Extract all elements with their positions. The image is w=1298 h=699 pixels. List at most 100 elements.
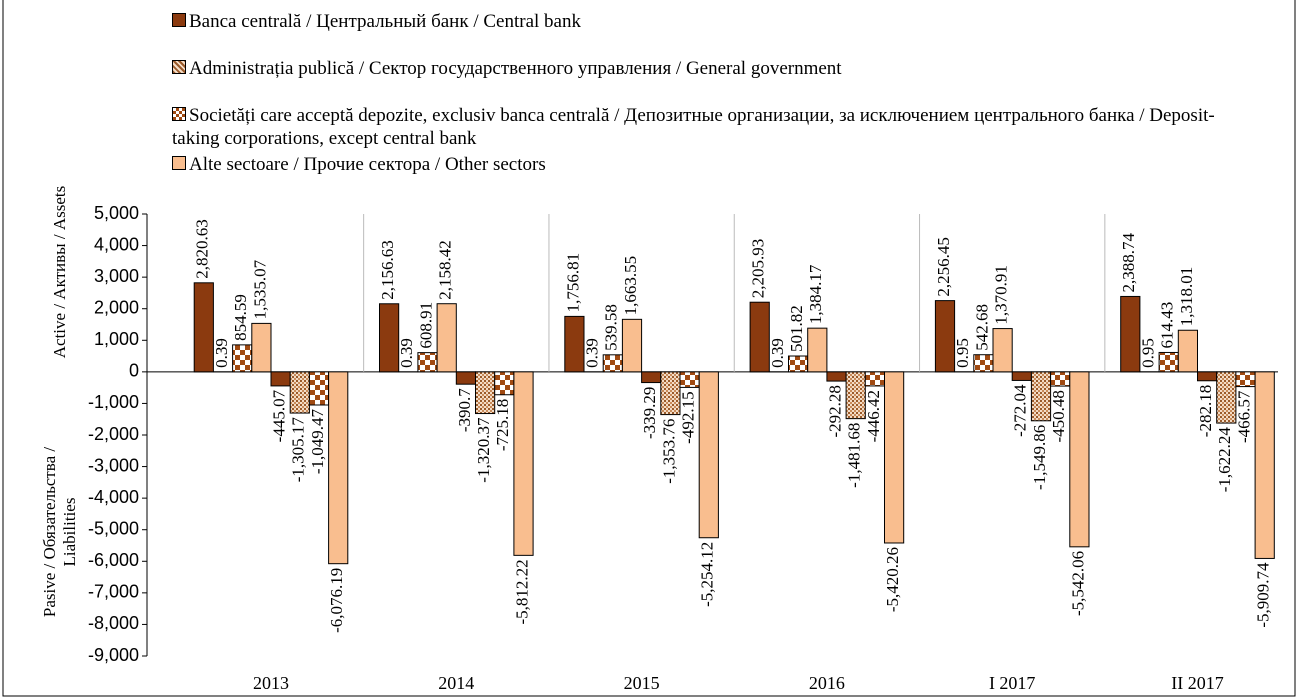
- legend-swatch: [172, 60, 186, 74]
- bar: [621, 318, 643, 373]
- bar: [660, 371, 681, 416]
- data-label: 1,370.91: [992, 265, 1011, 325]
- data-label: -466.57: [1234, 390, 1253, 443]
- data-label: 854.59: [231, 294, 250, 341]
- bar: [270, 371, 291, 387]
- legend-swatch: [172, 107, 186, 121]
- data-label: -6,076.19: [327, 568, 346, 633]
- bar: [992, 328, 1013, 373]
- x-tick-label: 2016: [809, 673, 845, 693]
- bar: [602, 354, 623, 373]
- x-tick-label: II 2017: [1171, 673, 1224, 693]
- data-label: 2,158.42: [436, 240, 455, 300]
- x-tick-label: I 2017: [989, 673, 1036, 693]
- data-label: 614.43: [1158, 302, 1177, 349]
- y-tick-label: -1,000: [88, 392, 139, 412]
- bar: [564, 315, 585, 373]
- bar: [513, 371, 534, 556]
- data-label: 0.39: [397, 338, 416, 368]
- y-tick-label: -6,000: [88, 550, 139, 570]
- data-label: 2,256.45: [934, 237, 953, 297]
- data-label: -1,320.37: [474, 417, 493, 483]
- bar: [679, 371, 700, 388]
- data-label: 2,205.93: [749, 239, 768, 299]
- x-tick-label: 2014: [438, 673, 474, 693]
- y-tick-label: 5,000: [94, 203, 139, 223]
- data-label: 1,318.01: [1177, 267, 1196, 327]
- y-tick-label: -7,000: [88, 582, 139, 602]
- y-axis-title-top: Active / Активы / Assets: [50, 185, 69, 359]
- data-label: -1,049.47: [308, 409, 327, 475]
- data-label: -272.04: [1011, 384, 1030, 437]
- data-label: -445.07: [270, 389, 289, 442]
- data-label: -1,549.86: [1030, 425, 1049, 490]
- data-label: -725.18: [493, 399, 512, 451]
- data-label: -446.42: [864, 390, 883, 442]
- legend-item: Administrația publică / Сектор государст…: [172, 57, 1252, 80]
- legend-item: Banca centrală / Центральный банк / Cent…: [172, 10, 1252, 33]
- bar: [826, 371, 847, 382]
- data-label: -282.18: [1196, 385, 1215, 437]
- y-tick-label: 0: [129, 361, 139, 381]
- bar: [884, 371, 905, 544]
- y-tick-label: -9,000: [88, 645, 139, 665]
- bar: [232, 344, 253, 373]
- data-label: -1,481.68: [845, 423, 864, 488]
- legend-swatch: [172, 156, 186, 170]
- bar: [788, 355, 809, 373]
- legend-swatch: [172, 13, 186, 27]
- data-label: 2,388.74: [1119, 232, 1138, 292]
- legend-label: Banca centrală / Центральный банк / Cent…: [189, 11, 581, 32]
- data-label: 608.91: [416, 302, 435, 349]
- bar: [698, 371, 719, 539]
- legend-label: Administrația publică / Сектор государст…: [189, 58, 842, 79]
- data-label: 0.95: [953, 338, 972, 368]
- bar: [641, 371, 662, 384]
- data-label: -450.48: [1049, 390, 1068, 442]
- y-tick-label: -3,000: [88, 455, 139, 475]
- bar: [1011, 371, 1032, 381]
- y-axis-title-bottom: Pasive / Обязательства / Liabilities: [40, 446, 79, 618]
- data-label: 0.39: [583, 338, 602, 368]
- data-label: -1,622.24: [1215, 427, 1234, 493]
- bar: [289, 371, 310, 414]
- legend-label: Societăți care acceptă depozite, exclusi…: [172, 105, 1215, 149]
- legend-label: Alte sectoare / Прочие сектора / Other s…: [189, 154, 546, 175]
- bar: [749, 301, 770, 373]
- bar: [807, 327, 828, 373]
- bar: [864, 371, 885, 387]
- y-tick-label: -2,000: [88, 424, 139, 444]
- bar: [308, 371, 330, 406]
- data-label: 2,156.63: [378, 240, 397, 300]
- y-tick-label: -4,000: [88, 487, 139, 507]
- y-tick-label: 4,000: [94, 234, 139, 254]
- bar: [1050, 371, 1071, 387]
- data-label: 542.68: [972, 304, 991, 351]
- bar: [379, 303, 400, 373]
- bar: [1197, 371, 1218, 382]
- data-label: -5,909.74: [1254, 562, 1273, 628]
- data-label: -339.29: [640, 387, 659, 439]
- data-label: 501.82: [787, 305, 806, 352]
- data-label: -5,542.06: [1068, 551, 1087, 616]
- bar: [193, 282, 214, 373]
- bar: [455, 371, 476, 385]
- data-label: -1,305.17: [289, 417, 308, 483]
- data-label: 1,535.07: [250, 259, 269, 319]
- bar: [1216, 371, 1237, 424]
- bar: [1120, 295, 1141, 373]
- data-label: -390.7: [455, 388, 474, 432]
- bar: [328, 371, 349, 565]
- bar: [1254, 371, 1275, 559]
- data-label: 2,820.63: [193, 219, 212, 278]
- bar: [1158, 351, 1179, 373]
- bar: [494, 371, 515, 396]
- legend-item: Societăți care acceptă depozite, exclusi…: [172, 104, 1252, 150]
- data-label: 0.39: [212, 338, 231, 368]
- bar: [1069, 371, 1090, 548]
- y-tick-label: -5,000: [88, 518, 139, 538]
- data-label: -5,812.22: [512, 559, 531, 624]
